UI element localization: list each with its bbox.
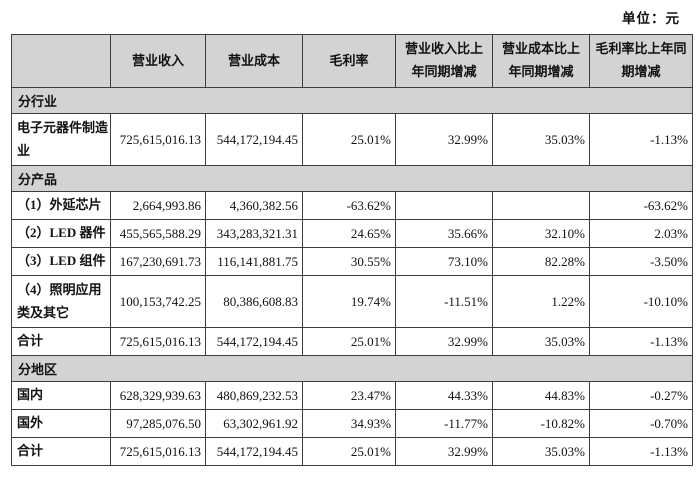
cell-gross-margin: 30.55% bbox=[302, 247, 396, 276]
cell-cost: 4,360,382.56 bbox=[205, 191, 303, 220]
col-header-cost-yoy: 营业成本比上年同期增减 bbox=[492, 34, 590, 88]
cell-cost-yoy: 82.28% bbox=[492, 247, 590, 276]
cell-revenue-yoy: -11.77% bbox=[395, 409, 493, 438]
table-row-product-total: 合计 725,615,016.13 544,172,194.45 25.01% … bbox=[11, 327, 693, 356]
cell-gross-margin: 25.01% bbox=[302, 113, 396, 166]
unit-label: 单位：元 bbox=[622, 11, 680, 26]
table-row-overseas: 国外 97,285,076.50 63,302,961.92 34.93% -1… bbox=[11, 409, 693, 438]
cell-revenue: 455,565,588.29 bbox=[110, 219, 206, 248]
cell-gross-margin: 24.65% bbox=[302, 219, 396, 248]
cell-margin-yoy: -1.13% bbox=[589, 327, 693, 356]
row-label: （1）外延芯片 bbox=[11, 191, 111, 220]
cell-revenue: 628,329,939.63 bbox=[110, 381, 206, 410]
cell-revenue: 97,285,076.50 bbox=[110, 409, 206, 438]
cell-cost: 343,283,321.31 bbox=[205, 219, 303, 248]
col-header-gross-margin: 毛利率 bbox=[302, 34, 396, 88]
section-row-by-industry: 分行业 bbox=[11, 87, 693, 114]
cell-gross-margin: 25.01% bbox=[302, 437, 396, 466]
table-row-led-devices: （2）LED 器件 455,565,588.29 343,283,321.31 … bbox=[11, 219, 693, 248]
row-label: 电子元器件制造业 bbox=[11, 113, 111, 166]
cell-cost-yoy: 1.22% bbox=[492, 275, 590, 328]
cell-margin-yoy: -3.50% bbox=[589, 247, 693, 276]
section-row-by-region: 分地区 bbox=[11, 355, 693, 382]
section-title: 分行业 bbox=[11, 87, 693, 114]
cell-cost: 544,172,194.45 bbox=[205, 327, 303, 356]
cell-revenue: 100,153,742.25 bbox=[110, 275, 206, 328]
cell-cost-yoy bbox=[492, 191, 590, 220]
cell-cost: 116,141,881.75 bbox=[205, 247, 303, 276]
cell-gross-margin: 19.74% bbox=[302, 275, 396, 328]
row-label: （3）LED 组件 bbox=[11, 247, 111, 276]
cell-revenue-yoy bbox=[395, 191, 493, 220]
cell-cost-yoy: 44.83% bbox=[492, 381, 590, 410]
cell-cost-yoy: 32.10% bbox=[492, 219, 590, 248]
cell-cost: 80,386,608.83 bbox=[205, 275, 303, 328]
cell-cost-yoy: 35.03% bbox=[492, 437, 590, 466]
cell-revenue: 2,664,993.86 bbox=[110, 191, 206, 220]
row-label: （4）照明应用类及其它 bbox=[11, 275, 111, 328]
col-header-margin-yoy: 毛利率比上年同期增减 bbox=[589, 34, 693, 88]
table-row-domestic: 国内 628,329,939.63 480,869,232.53 23.47% … bbox=[11, 381, 693, 410]
cell-cost-yoy: 35.03% bbox=[492, 113, 590, 166]
cell-revenue: 725,615,016.13 bbox=[110, 327, 206, 356]
table-row-led-modules: （3）LED 组件 167,230,691.73 116,141,881.75 … bbox=[11, 247, 693, 276]
col-header-revenue: 营业收入 bbox=[110, 34, 206, 88]
cell-revenue: 167,230,691.73 bbox=[110, 247, 206, 276]
cell-cost: 544,172,194.45 bbox=[205, 437, 303, 466]
table-row-region-total: 合计 725,615,016.13 544,172,194.45 25.01% … bbox=[11, 437, 693, 466]
cell-revenue: 725,615,016.13 bbox=[110, 113, 206, 166]
cell-gross-margin: 25.01% bbox=[302, 327, 396, 356]
cell-revenue-yoy: 44.33% bbox=[395, 381, 493, 410]
cell-revenue: 725,615,016.13 bbox=[110, 437, 206, 466]
cell-revenue-yoy: 32.99% bbox=[395, 437, 493, 466]
cell-cost-yoy: -10.82% bbox=[492, 409, 590, 438]
cell-revenue-yoy: -11.51% bbox=[395, 275, 493, 328]
cell-margin-yoy: -63.62% bbox=[589, 191, 693, 220]
table-row-lighting-applications: （4）照明应用类及其它 100,153,742.25 80,386,608.83… bbox=[11, 275, 693, 328]
cell-cost: 63,302,961.92 bbox=[205, 409, 303, 438]
cell-margin-yoy: -10.10% bbox=[589, 275, 693, 328]
cell-margin-yoy: -0.70% bbox=[589, 409, 693, 438]
row-label: 国内 bbox=[11, 381, 111, 410]
row-label: （2）LED 器件 bbox=[11, 219, 111, 248]
cell-cost: 544,172,194.45 bbox=[205, 113, 303, 166]
table-row-electronics-manufacturing: 电子元器件制造业 725,615,016.13 544,172,194.45 2… bbox=[11, 113, 693, 166]
cell-gross-margin: -63.62% bbox=[302, 191, 396, 220]
cell-margin-yoy: -0.27% bbox=[589, 381, 693, 410]
row-label: 合计 bbox=[11, 437, 111, 466]
row-label: 合计 bbox=[11, 327, 111, 356]
cell-revenue-yoy: 73.10% bbox=[395, 247, 493, 276]
section-title: 分地区 bbox=[11, 355, 693, 382]
cell-cost-yoy: 35.03% bbox=[492, 327, 590, 356]
cell-gross-margin: 34.93% bbox=[302, 409, 396, 438]
table-row-epitaxial-chip: （1）外延芯片 2,664,993.86 4,360,382.56 -63.62… bbox=[11, 191, 693, 220]
cell-revenue-yoy: 35.66% bbox=[395, 219, 493, 248]
table-header-row: 营业收入 营业成本 毛利率 营业收入比上年同期增减 营业成本比上年同期增减 毛利… bbox=[11, 34, 693, 88]
section-row-by-product: 分产品 bbox=[11, 165, 693, 192]
cell-gross-margin: 23.47% bbox=[302, 381, 396, 410]
col-header-revenue-yoy: 营业收入比上年同期增减 bbox=[395, 34, 493, 88]
cell-cost: 480,869,232.53 bbox=[205, 381, 303, 410]
section-title: 分产品 bbox=[11, 165, 693, 192]
row-label: 国外 bbox=[11, 409, 111, 438]
cell-margin-yoy: -1.13% bbox=[589, 437, 693, 466]
cell-revenue-yoy: 32.99% bbox=[395, 327, 493, 356]
col-header-cost: 营业成本 bbox=[205, 34, 303, 88]
cell-margin-yoy: -1.13% bbox=[589, 113, 693, 166]
col-header-empty bbox=[11, 34, 111, 88]
cell-margin-yoy: 2.03% bbox=[589, 219, 693, 248]
financial-breakdown-table: 营业收入 营业成本 毛利率 营业收入比上年同期增减 营业成本比上年同期增减 毛利… bbox=[11, 34, 693, 466]
cell-revenue-yoy: 32.99% bbox=[395, 113, 493, 166]
